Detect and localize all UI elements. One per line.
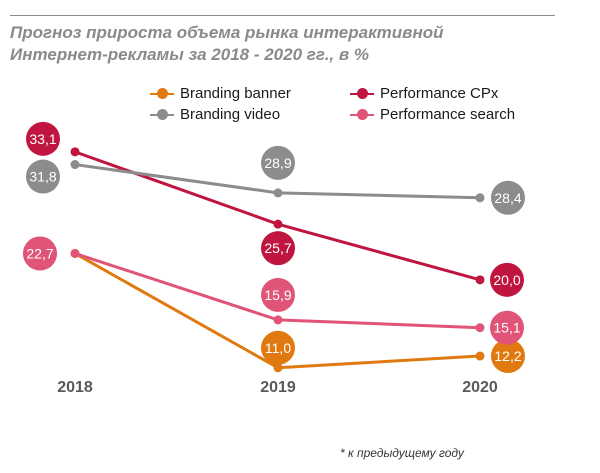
- data-point-performance-search-2018: [70, 248, 80, 258]
- chart-title-line-1: Прогноз прироста объема рынка интерактив…: [10, 23, 444, 42]
- data-label-bubble-branding-video-2020: [491, 180, 525, 215]
- legend-item-branding-video: Branding video: [150, 106, 280, 123]
- data-label-bubble-branding-video-2019: [261, 145, 295, 180]
- data-label-bubble-performance-search-2018: [23, 236, 57, 271]
- data-label-bubble-performance-search-2020: [490, 310, 524, 345]
- data-label-performance-cpx-2018: 33,1: [29, 131, 56, 147]
- legend-label-performance-cpx: Performance CPx: [380, 85, 499, 102]
- data-label-bubble-branding-banner-2020: [491, 339, 525, 374]
- legend-label-branding-video: Branding video: [180, 106, 281, 123]
- legend-item-performance-cpx: Performance CPx: [350, 85, 498, 102]
- legend-item-performance-search: Performance search: [350, 106, 515, 123]
- data-point-performance-cpx-2019: [273, 219, 283, 229]
- x-tick-label-2020: 2020: [462, 379, 498, 396]
- footnote: * к предыдущему году: [340, 446, 464, 460]
- data-label-branding-banner-2019: 11,0: [265, 340, 291, 356]
- data-label-performance-cpx-2019: 25,7: [264, 240, 291, 256]
- data-label-branding-banner-2020: 12,2: [494, 348, 521, 364]
- data-point-branding-video-2020: [475, 193, 485, 203]
- legend-swatch-branding-video: [150, 108, 174, 120]
- data-point-branding-video-2018: [70, 160, 80, 170]
- data-point-branding-video-2019: [273, 188, 283, 198]
- data-point-performance-search-2019: [273, 315, 283, 325]
- legend-label-performance-search: Performance search: [380, 106, 516, 123]
- data-label-branding-video-2020: 28,4: [494, 190, 521, 206]
- top-rule: [10, 15, 555, 16]
- data-label-performance-search-2020: 15,1: [493, 320, 520, 336]
- data-point-branding-banner-2019: [273, 363, 283, 373]
- legend-swatch-branding-banner: [150, 87, 174, 99]
- data-point-performance-search-2020: [475, 323, 485, 333]
- data-label-bubble-performance-cpx-2020: [490, 262, 524, 297]
- data-label-performance-search-2018: 22,7: [26, 245, 53, 261]
- data-label-branding-video-2018: 31,8: [29, 169, 56, 185]
- legend-item-branding-banner: Branding banner: [150, 85, 291, 102]
- chart-title-line-2: Интернет-рекламы за 2018 - 2020 гг., в %: [10, 45, 369, 64]
- chart-title: Прогноз прироста объема рынка интерактив…: [10, 22, 570, 66]
- data-label-bubble-performance-cpx-2018: [26, 121, 60, 156]
- data-point-branding-banner-2020: [475, 351, 485, 361]
- data-label-performance-cpx-2020: 20,0: [493, 272, 520, 288]
- data-label-bubble-performance-search-2019: [261, 277, 295, 312]
- data-label-bubble-branding-video-2018: [26, 159, 60, 194]
- data-label-performance-search-2019: 15,9: [264, 287, 291, 303]
- data-label-branding-video-2019: 28,9: [264, 155, 291, 171]
- legend-swatch-performance-search: [350, 108, 374, 120]
- legend-label-branding-banner: Branding banner: [180, 85, 291, 102]
- x-tick-label-2019: 2019: [260, 379, 296, 396]
- data-point-performance-cpx-2018: [70, 147, 80, 157]
- x-tick-label-2018: 2018: [57, 379, 93, 396]
- data-label-bubble-branding-banner-2019: [261, 330, 295, 365]
- legend-swatch-performance-cpx: [350, 87, 374, 99]
- data-point-performance-cpx-2020: [475, 275, 485, 285]
- data-label-bubble-performance-cpx-2019: [261, 231, 295, 266]
